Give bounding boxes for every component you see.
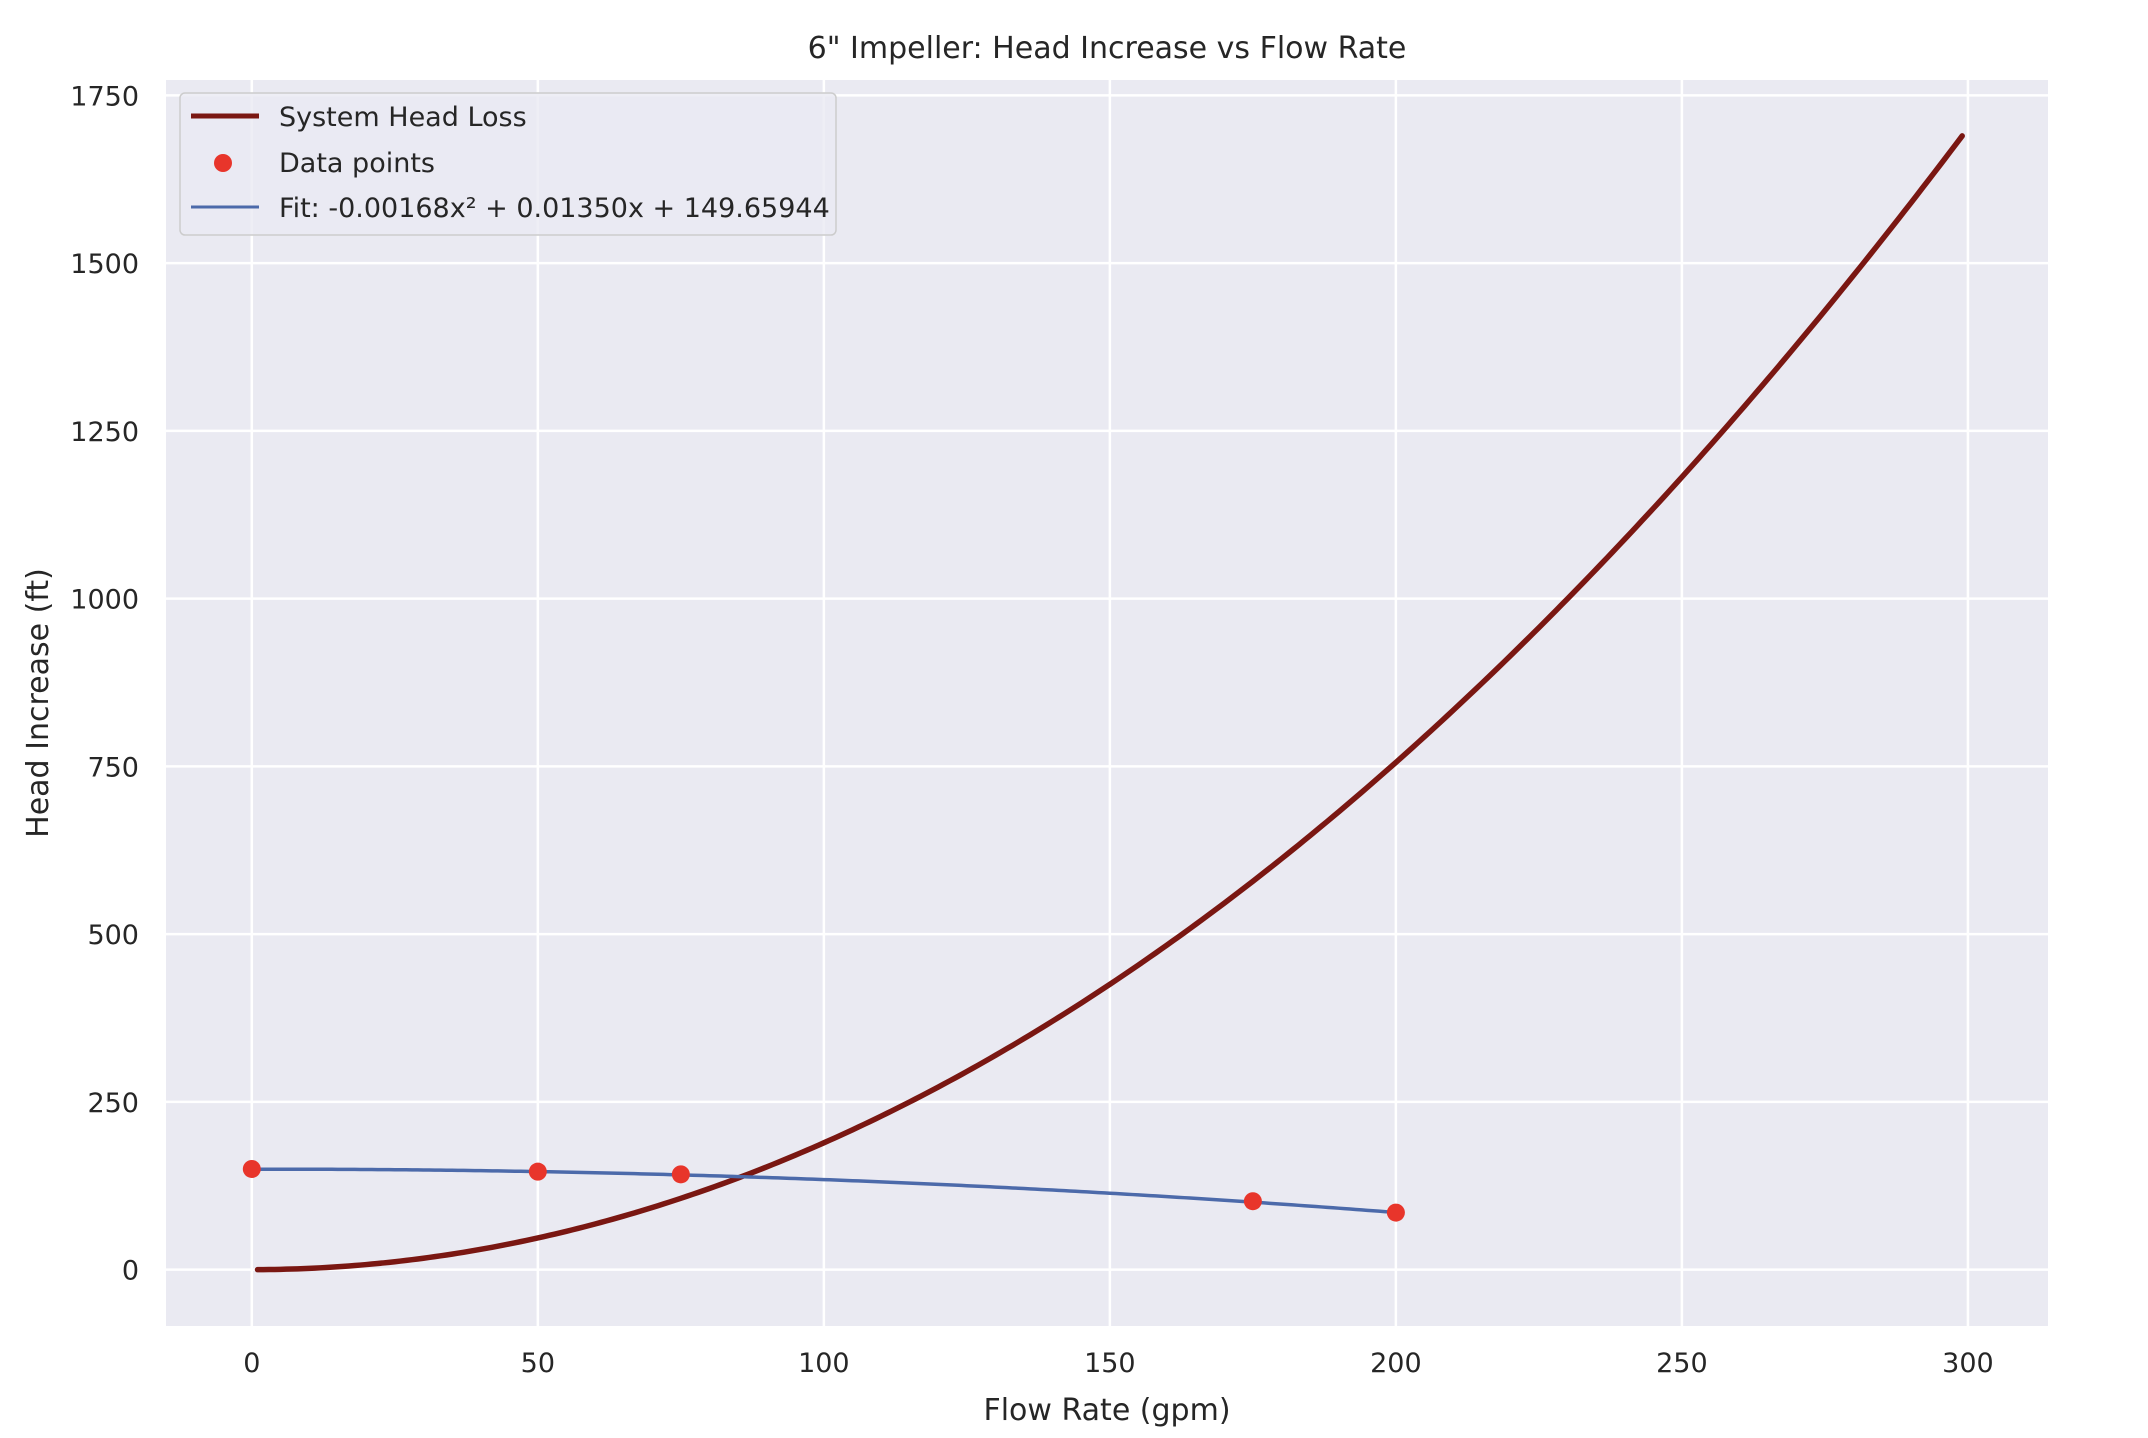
legend-frame [179,92,837,236]
data-point-2 [671,1165,690,1184]
x-tick-label-150: 150 [1084,1348,1136,1379]
x-tick-label-250: 250 [1656,1348,1708,1379]
chart-title: 6" Impeller: Head Increase vs Flow Rate [808,31,1407,66]
x-tick-label-0: 0 [243,1348,260,1379]
y-tick-label-0: 0 [122,1256,139,1287]
x-tick-label-300: 300 [1942,1348,1994,1379]
series-line-fit [250,1167,1398,1215]
series [242,133,1965,1273]
grid [166,80,2048,1326]
y-tick-label-1250: 1250 [70,417,139,448]
y-tick-label-1500: 1500 [70,249,139,280]
x-tick-label-200: 200 [1370,1348,1422,1379]
legend: System Head Loss Data points Fit: -0.001… [179,92,837,236]
legend-swatch-data-points [214,154,232,172]
series-line-system-head-loss [254,133,1965,1273]
data-point-3 [1243,1192,1262,1211]
x-tick-label-50: 50 [521,1348,555,1379]
y-tick-label-1000: 1000 [70,585,139,616]
data-point-1 [528,1162,547,1181]
data-point-0 [242,1159,261,1178]
plot-background [166,80,2048,1326]
x-tick-label-100: 100 [798,1348,850,1379]
x-axis-label: Flow Rate (gpm) [983,1393,1230,1428]
y-tick-label-500: 500 [87,920,139,951]
y-tick-label-750: 750 [87,752,139,783]
y-tick-label-1750: 1750 [70,81,139,112]
legend-label-data-points: Data points [279,148,435,179]
legend-label-fit: Fit: -0.00168x² + 0.01350x + 149.65944 [279,193,830,224]
data-point-4 [1386,1203,1405,1222]
y-tick-label-250: 250 [87,1088,139,1119]
y-axis-label: Head Increase (ft) [21,568,56,838]
legend-label-system-head-loss: System Head Loss [279,102,527,133]
tick-labels: 0 50 100 150 200 250 300 0 250 500 750 1000 1250 1500… [70,81,1993,1379]
